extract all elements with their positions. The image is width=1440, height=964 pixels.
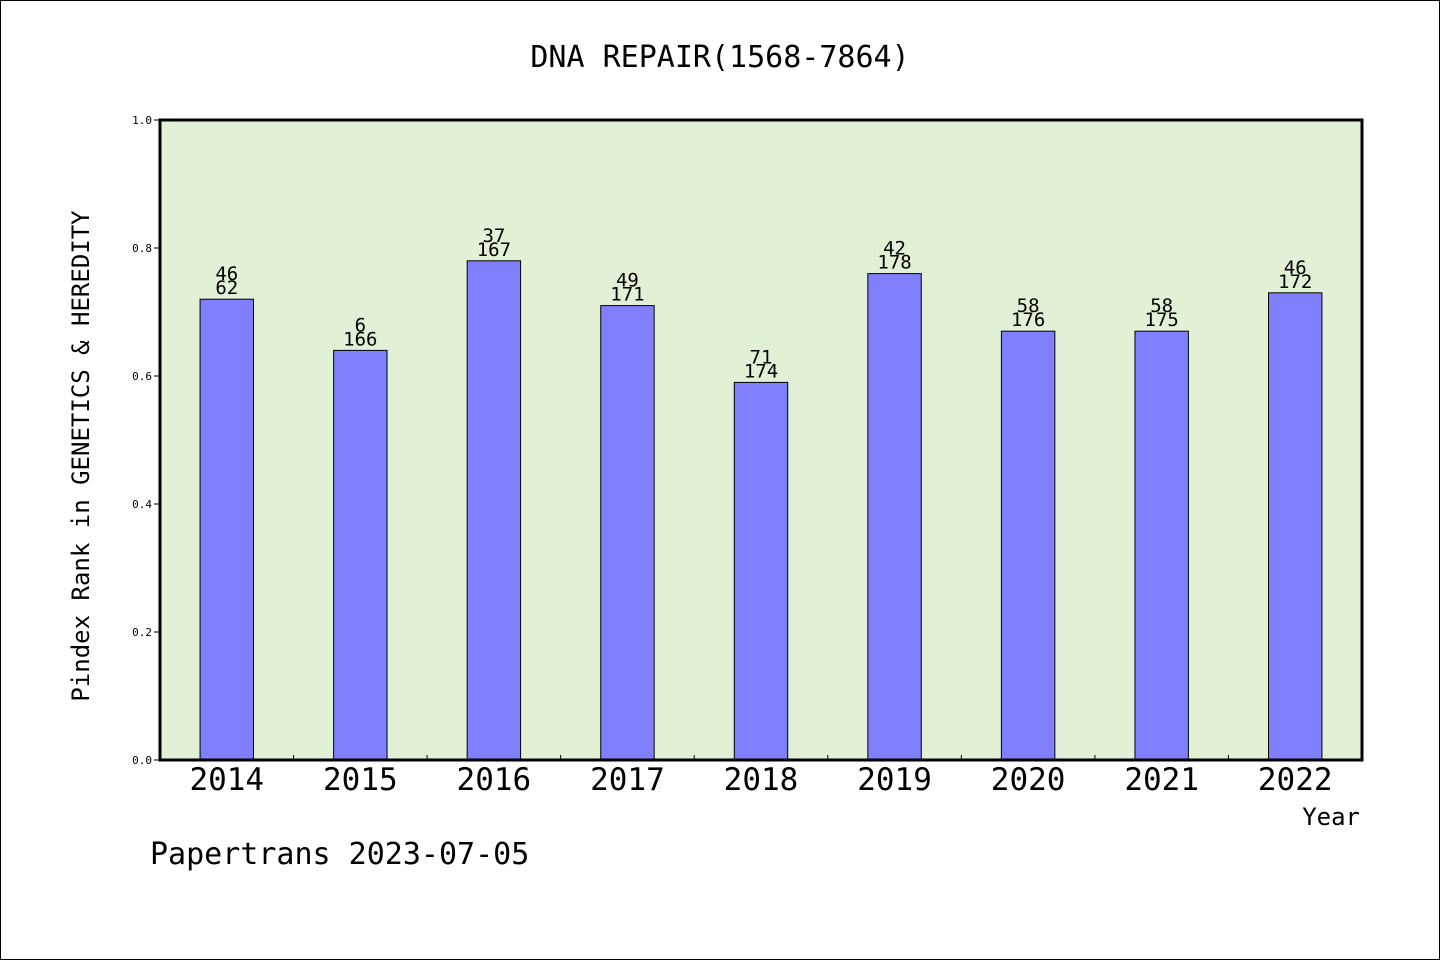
x-tick-label-2020: 2020 [991,762,1066,798]
x-tick-label-2015: 2015 [323,762,398,798]
rank-label-2022: 46 [1284,257,1307,279]
y-tick-label-0.4: 0.4 [132,498,152,511]
plot-border [158,118,1364,762]
rank-label-2020: 58 [1017,295,1040,317]
rank-label-2021: 58 [1150,295,1173,317]
x-tick-label-2016: 2016 [457,762,532,798]
x-tick-label-2022: 2022 [1258,762,1333,798]
x-tick-label-2021: 2021 [1124,762,1199,798]
total-label-2016: 167 [477,239,511,261]
bar-2019 [867,273,922,761]
rank-label-2017: 49 [616,270,639,292]
y-axis-label: Pindex Rank in GENETICS & HEREDITY [67,210,95,702]
bar-2020 [1000,330,1056,761]
ticks-group: 2014 2015 2016 2017 2018 2019 2020 2021 2022 0.0 0… [132,114,1332,798]
y-tick-label-0.2: 0.2 [132,626,152,639]
rank-label-2014: 46 [215,263,238,285]
rank-label-2015: 6 [355,314,366,336]
total-label-2022: 172 [1278,271,1312,293]
chart-title: DNA REPAIR(1568-7864) [530,40,909,75]
x-tick-label-2018: 2018 [724,762,799,798]
bar-2018 [733,381,789,761]
total-label-2017: 171 [610,284,644,306]
bars-group: 4662616637167491717117442178581765817546… [199,225,1323,761]
bar-2017 [600,305,655,761]
rank-label-2016: 37 [482,225,505,247]
bar-2016 [466,260,522,761]
x-axis-label: Year [1302,803,1360,831]
bar-2015 [333,349,388,761]
rank-label-2018: 71 [750,346,773,368]
rank-label-2019: 42 [883,238,906,260]
x-tick-label-2014: 2014 [189,762,264,798]
x-tick-label-2017: 2017 [590,762,665,798]
total-label-2021: 175 [1145,309,1179,331]
y-tick-label-0.6: 0.6 [132,370,152,383]
x-tick-label-2019: 2019 [857,762,932,798]
total-label-2018: 174 [744,360,778,382]
bar-2022 [1268,292,1323,761]
total-label-2014: 62 [215,277,238,299]
y-tick-label-0.8: 0.8 [132,242,152,255]
total-label-2019: 178 [877,252,911,274]
total-label-2015: 166 [343,328,377,350]
total-label-2020: 176 [1011,309,1045,331]
bar-2021 [1134,330,1189,761]
bar-2014 [199,298,254,761]
y-tick-label-1.0: 1.0 [132,114,152,127]
y-tick-label-0.0: 0.0 [132,754,152,767]
footer-credit: Papertrans 2023-07-05 [150,837,529,872]
